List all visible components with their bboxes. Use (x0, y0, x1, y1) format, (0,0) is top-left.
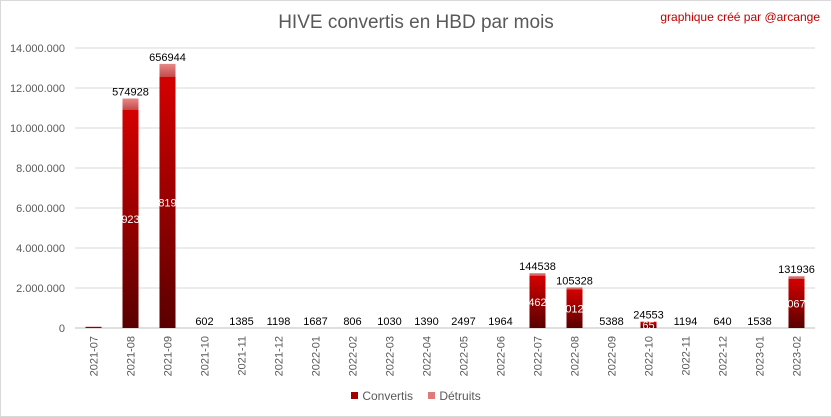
data-label-detruits: 131936 (778, 264, 815, 276)
x-tick-label: 2021-07 (89, 336, 101, 376)
data-label-detruits: 1194 (674, 316, 698, 328)
x-tick-label: 2022-03 (385, 336, 397, 376)
x-tick-label: 2021-08 (126, 336, 138, 376)
bar-convertis (566, 289, 583, 328)
data-label-convertis: 65 (642, 320, 654, 332)
data-label-convertis: 923 (121, 214, 139, 226)
legend-label-convertis: Convertis (362, 389, 413, 403)
x-tick-label: 2023-02 (792, 336, 804, 376)
data-label-detruits: 1964 (488, 316, 512, 328)
data-label-detruits: 1030 (377, 316, 401, 328)
x-tick-label: 2022-01 (311, 336, 323, 376)
bar-convertis (640, 322, 657, 328)
bar-convertis (122, 110, 139, 328)
legend-item-detruits: Détruits (428, 389, 481, 403)
data-label-convertis: 819 (158, 198, 176, 210)
data-label-detruits: 656944 (149, 52, 186, 64)
x-tick-label: 2023-01 (755, 336, 767, 376)
data-label-detruits: 144538 (519, 261, 556, 273)
bar-detruits (529, 273, 546, 276)
x-tick-label: 2022-02 (348, 336, 360, 376)
x-tick-label: 2022-12 (718, 336, 730, 376)
data-label-detruits: 1390 (414, 316, 438, 328)
data-label-convertis: 462 (528, 297, 546, 309)
y-tick-label: 0 (59, 323, 65, 335)
bar-detruits (159, 63, 176, 77)
data-label-detruits: 574928 (112, 87, 149, 99)
x-tick-label: 2022-10 (644, 336, 656, 376)
x-tick-label: 2021-12 (274, 336, 286, 376)
bar-detruits (788, 276, 805, 279)
x-tick-label: 2021-10 (200, 336, 212, 376)
y-tick-label: 4.000.000 (16, 243, 65, 255)
legend-label-detruits: Détruits (439, 389, 481, 403)
bar-convertis (85, 326, 102, 328)
data-label-detruits: 1538 (747, 316, 771, 328)
x-tick-label: 2022-04 (422, 336, 434, 376)
y-tick-label: 8.000.000 (16, 163, 65, 175)
x-tick-label: 2022-11 (681, 336, 693, 376)
x-tick-label: 2021-09 (163, 336, 175, 376)
data-label-convertis: 012 (565, 304, 583, 316)
data-label-detruits: 602 (195, 316, 213, 328)
data-label-detruits: 1385 (229, 316, 253, 328)
x-tick-label: 2022-06 (496, 336, 508, 376)
data-label-detruits: 1687 (303, 316, 327, 328)
data-label-detruits: 105328 (556, 275, 593, 287)
x-tick-label: 2021-11 (237, 336, 249, 376)
legend-item-convertis: Convertis (351, 389, 413, 403)
y-tick-label: 6.000.000 (16, 203, 65, 215)
x-tick-label: 2022-07 (533, 336, 545, 376)
y-tick-label: 12.000.000 (10, 83, 65, 95)
legend-swatch-convertis (351, 392, 359, 400)
y-tick-label: 14.000.000 (10, 43, 65, 55)
data-label-detruits: 806 (343, 316, 361, 328)
chart-legend: Convertis Détruits (0, 389, 832, 403)
chart-title: HIVE convertis en HBD par mois (278, 12, 554, 33)
data-label-convertis: 067 (787, 298, 805, 310)
bar-detruits (122, 98, 139, 110)
data-label-detruits: 2497 (451, 316, 475, 328)
bar-detruits (566, 287, 583, 290)
x-tick-label: 2022-05 (459, 336, 471, 376)
bar-convertis (529, 276, 546, 328)
bar-convertis (788, 278, 805, 328)
chart-credit: graphique créé par @arcange (660, 10, 820, 24)
x-tick-label: 2022-09 (607, 336, 619, 376)
y-tick-label: 10.000.000 (10, 123, 65, 135)
y-tick-label: 2.000.000 (16, 283, 65, 295)
data-label-detruits: 24553 (633, 310, 664, 322)
data-label-detruits: 640 (713, 316, 731, 328)
data-label-detruits: 5388 (599, 316, 623, 328)
x-tick-label: 2022-08 (570, 336, 582, 376)
bar-convertis (159, 77, 176, 328)
legend-swatch-detruits (428, 392, 436, 400)
data-label-detruits: 1198 (267, 316, 291, 328)
